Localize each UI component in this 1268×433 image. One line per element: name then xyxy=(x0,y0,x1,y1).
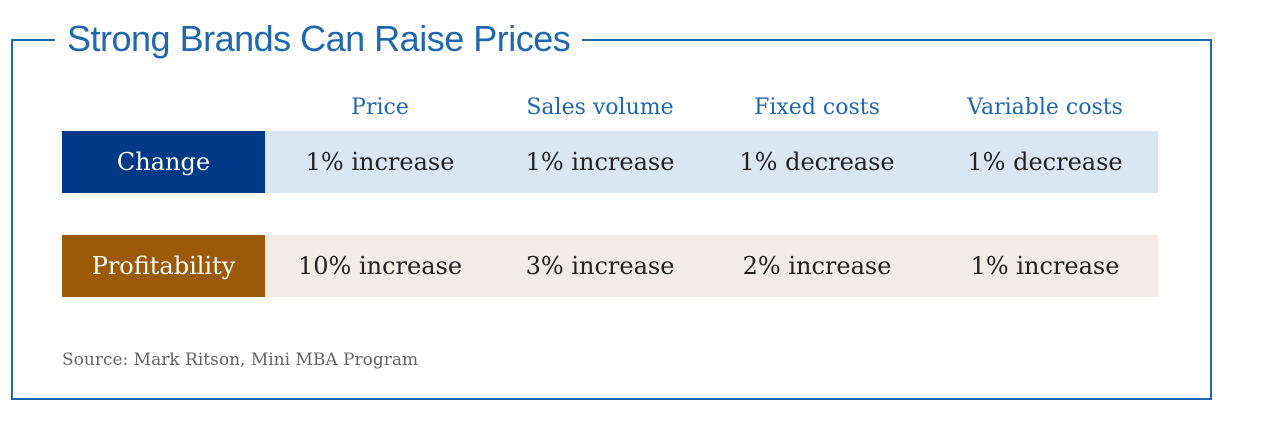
row-label-change: Change xyxy=(62,131,265,193)
row-label-profitability: Profitability xyxy=(62,235,265,297)
cell-profitability-fixed-costs: 2% increase xyxy=(742,252,892,280)
cell-change-price: 1% increase xyxy=(305,148,455,176)
cell-change-sales-volume: 1% increase xyxy=(525,148,675,176)
cell-change-fixed-costs: 1% decrease xyxy=(739,148,895,176)
cell-profitability-variable-costs: 1% increase xyxy=(970,252,1120,280)
table-row-change: Change 1% increase 1% increase 1% decrea… xyxy=(62,131,1158,193)
chart-title: Strong Brands Can Raise Prices xyxy=(55,14,583,64)
table-row-profitability: Profitability 10% increase 3% increase 2… xyxy=(62,235,1158,297)
column-header-variable-costs: Variable costs xyxy=(967,95,1123,120)
cell-change-variable-costs: 1% decrease xyxy=(967,148,1123,176)
cell-profitability-sales-volume: 3% increase xyxy=(525,252,675,280)
chart-frame xyxy=(11,39,1212,400)
column-header-sales-volume: Sales volume xyxy=(526,95,674,120)
column-header-fixed-costs: Fixed costs xyxy=(754,95,880,120)
cell-profitability-price: 10% increase xyxy=(297,252,463,280)
column-header-price: Price xyxy=(351,95,409,120)
source-note: Source: Mark Ritson, Mini MBA Program xyxy=(62,350,419,370)
